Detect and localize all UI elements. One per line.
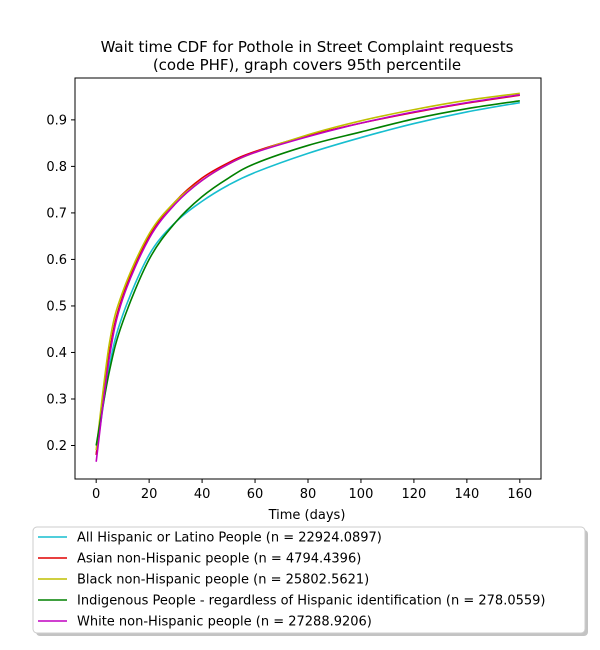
plot-lines: [95, 92, 520, 462]
x-axis-ticks: 0 20 40 60 80 100 120 140 160: [92, 479, 532, 502]
chart-subtitle: (code PHF), graph covers 95th percentile: [153, 56, 461, 74]
series-line: [95, 101, 520, 455]
x-tick-label: 120: [401, 487, 426, 502]
x-tick-label: 160: [507, 487, 532, 502]
series-line: [95, 93, 520, 462]
y-axis-ticks: 0.2 0.3 0.4 0.5 0.6 0.7 0.8 0.9: [46, 113, 75, 454]
y-tick-label: 0.8: [46, 160, 67, 175]
series-line: [95, 100, 520, 446]
x-tick-label: 0: [92, 487, 100, 502]
legend: All Hispanic or Latino People (n = 22924…: [32, 526, 588, 636]
legend-entry: Asian non-Hispanic people (n = 4794.4396…: [77, 552, 361, 567]
y-tick-label: 0.9: [46, 113, 67, 128]
x-tick-label: 40: [194, 487, 211, 502]
plot-frame: [74, 77, 542, 480]
x-axis-label: Time (days): [268, 508, 346, 523]
legend-entry: All Hispanic or Latino People (n = 22924…: [77, 531, 382, 546]
series-line: [95, 94, 520, 455]
legend-entry: White non-Hispanic people (n = 27288.920…: [77, 615, 372, 630]
y-tick-label: 0.7: [46, 206, 67, 221]
series-line: [95, 92, 520, 451]
y-tick-label: 0.2: [46, 439, 67, 454]
legend-items: All Hispanic or Latino People (n = 22924…: [38, 531, 546, 630]
x-tick-label: 60: [247, 487, 264, 502]
x-tick-label: 80: [300, 487, 317, 502]
y-tick-label: 0.3: [46, 392, 67, 407]
legend-entry: Indigenous People - regardless of Hispan…: [77, 594, 546, 609]
y-tick-label: 0.4: [46, 346, 67, 361]
x-tick-label: 100: [349, 487, 374, 502]
legend-box: [32, 526, 586, 634]
y-tick-label: 0.5: [46, 299, 67, 314]
chart-title: Wait time CDF for Pothole in Street Comp…: [101, 38, 514, 56]
y-tick-label: 0.6: [46, 253, 67, 268]
x-tick-label: 140: [454, 487, 479, 502]
x-tick-label: 20: [141, 487, 158, 502]
legend-entry: Black non-Hispanic people (n = 25802.562…: [77, 573, 369, 588]
